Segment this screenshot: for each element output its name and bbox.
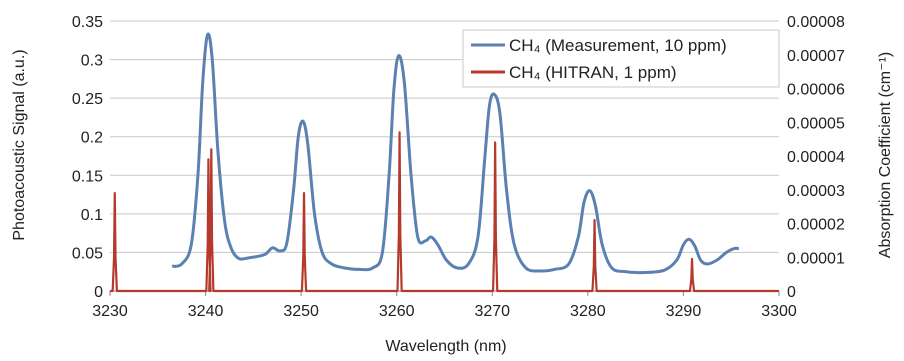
series-line-hitran	[110, 131, 779, 293]
y-tick-label-left: 0.25	[72, 91, 103, 108]
series-layer	[110, 32, 779, 293]
y-tick-label-right: 0.00004	[787, 149, 845, 166]
x-tick-label: 3250	[283, 303, 319, 320]
y-axis-label-right: Absorption Coefficient (cm⁻¹)	[877, 52, 894, 258]
y-tick-label-right: 0.00007	[787, 48, 845, 65]
y-tick-label-right: 0.00001	[787, 250, 845, 267]
x-tick-label: 3300	[761, 303, 797, 320]
gridlines	[110, 20, 779, 253]
y-tick-label-left: 0.2	[81, 130, 103, 147]
legend-label-hitran: CH₄ (HITRAN, 1 ppm)	[509, 63, 677, 82]
x-tick-label: 3270	[474, 303, 510, 320]
x-tick-label: 3290	[666, 303, 702, 320]
y-tick-label-left: 0	[94, 284, 103, 301]
y-axis-label-left: Photoacoustic Signal (a.u.)	[11, 49, 28, 240]
series-line-measurement	[171, 32, 739, 275]
legend-box	[462, 29, 780, 88]
y-tick-label-left: 0.15	[72, 168, 103, 185]
x-tick-label: 3260	[379, 303, 415, 320]
y-tick-label-right: 0.00005	[787, 115, 845, 132]
y-tick-label-right: 0.00008	[787, 14, 845, 31]
y-tick-label-left: 0.35	[72, 14, 103, 31]
x-tick-label: 3280	[570, 303, 606, 320]
y-tick-label-left: 0.05	[72, 245, 103, 262]
tick-labels: 0 0.05 0.1 0.15 0.2 0.25 0.3 0.35 0 0.00001 0.0000…	[72, 14, 845, 320]
x-tick-label: 3230	[92, 303, 128, 320]
y-tick-label-right: 0.00002	[787, 217, 845, 234]
legend: CH₄ (Measurement, 10 ppm) CH₄ (HITRAN, 1…	[462, 29, 780, 88]
y-tick-label-right: 0.00003	[787, 183, 845, 200]
x-tick-label: 3240	[188, 303, 224, 320]
y-tick-label-right: 0.00006	[787, 82, 845, 99]
x-axis-label: Wavelength (nm)	[385, 338, 506, 355]
y-tick-label-left: 0.1	[81, 207, 103, 224]
legend-label-measurement: CH₄ (Measurement, 10 ppm)	[509, 36, 727, 55]
y-tick-label-left: 0.3	[81, 53, 103, 70]
y-tick-label-right: 0	[787, 284, 796, 301]
